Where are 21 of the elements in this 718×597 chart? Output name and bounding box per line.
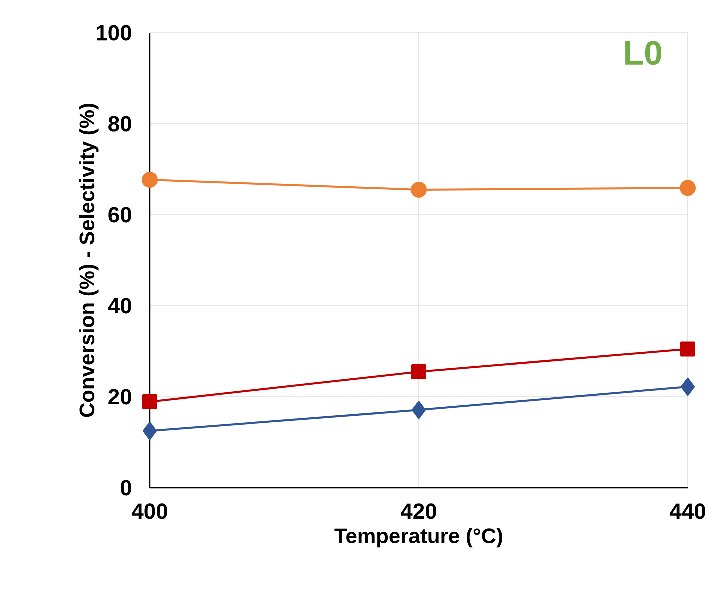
point — [142, 394, 158, 410]
y-tick-label: 40 — [108, 298, 132, 314]
y-tick-label: 60 — [108, 207, 132, 223]
y-tick-label: 100 — [97, 25, 132, 41]
point — [412, 401, 426, 420]
point — [411, 182, 427, 198]
y-tick-label: 0 — [120, 480, 132, 496]
point — [143, 422, 158, 440]
y-tick-label: 80 — [108, 116, 132, 132]
point — [142, 172, 158, 188]
point — [680, 342, 696, 357]
point — [680, 378, 695, 396]
y-axis-title: Conversion (%) - Selectivity (%) — [79, 104, 99, 418]
x-tick-label: 420 — [400, 504, 436, 520]
x-tick-label: 440 — [670, 504, 706, 520]
point — [680, 180, 696, 196]
annotation: L0 — [626, 41, 662, 66]
x-axis-title: Temperature (°C) — [334, 528, 502, 548]
point — [412, 364, 426, 380]
x-tick-label: 400 — [132, 504, 168, 520]
y-tick-label: 20 — [108, 389, 132, 405]
